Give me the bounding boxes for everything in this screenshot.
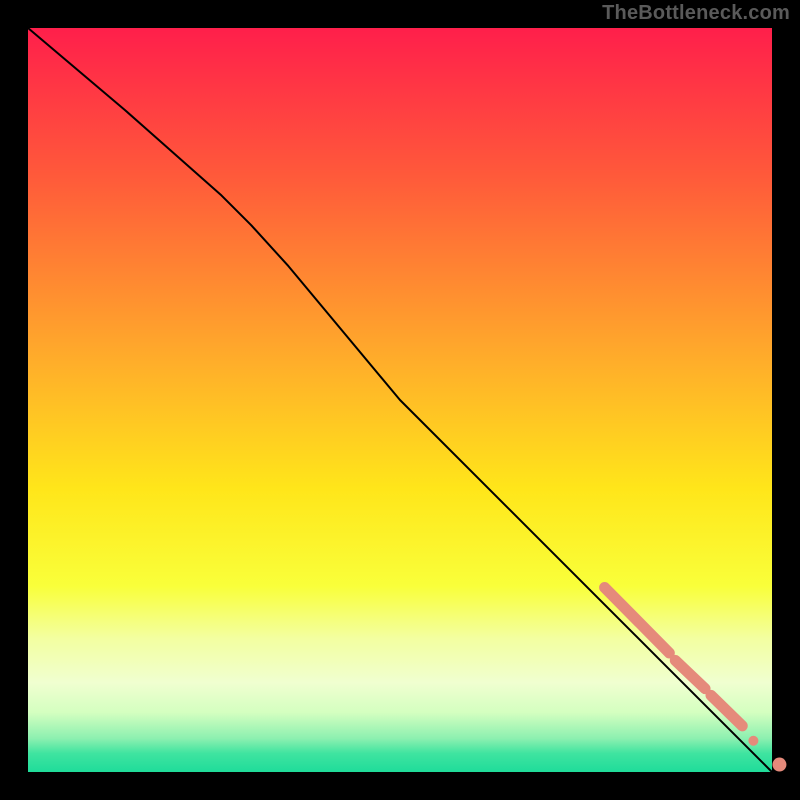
marker-dot-1	[772, 758, 786, 772]
chart-stage: TheBottleneck.com	[0, 0, 800, 800]
bottleneck-chart	[0, 0, 800, 800]
marker-dot-0	[748, 736, 758, 746]
